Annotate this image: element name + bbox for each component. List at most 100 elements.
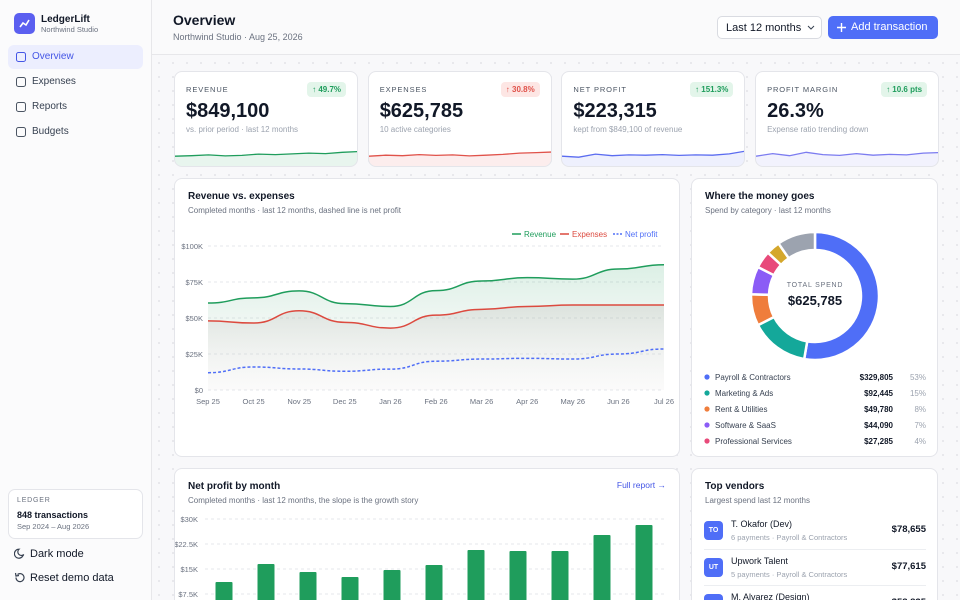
card-subtitle: Completed months · last 12 months, the s… bbox=[188, 496, 419, 505]
nav-item[interactable]: Overview bbox=[8, 45, 143, 69]
series-line bbox=[207, 263, 665, 308]
ledger-range: Sep 2024 – Aug 2026 bbox=[17, 522, 90, 531]
bar bbox=[383, 570, 401, 600]
bar bbox=[257, 564, 275, 600]
nav-icon bbox=[16, 77, 26, 87]
nav-item[interactable]: Reports bbox=[8, 95, 143, 119]
legend-label: Expenses bbox=[572, 230, 607, 239]
legend-name: Marketing & Ads bbox=[715, 389, 773, 398]
legend-dot bbox=[704, 390, 710, 396]
full-report-link[interactable]: Full report → bbox=[616, 480, 666, 490]
donut-chart: TOTAL SPEND $625,785 Payroll & Contractors… bbox=[704, 230, 926, 446]
x-tick-label: Apr 26 bbox=[516, 397, 538, 406]
vendor-amount: $78,655 bbox=[891, 524, 926, 535]
period-select[interactable]: Last 12 months bbox=[717, 16, 822, 39]
card-title: Revenue vs. expenses bbox=[188, 191, 295, 202]
spark-area bbox=[368, 152, 551, 166]
kpi-card: REVENUE ↑ 49.7% $849,100 vs. prior period ·… bbox=[174, 71, 358, 167]
nav-item[interactable]: Expenses bbox=[8, 70, 143, 94]
moon-icon bbox=[14, 548, 25, 559]
sparkline bbox=[562, 150, 745, 166]
vendor-row[interactable]: MA M. Alvarez (Design) $58,835 bbox=[704, 585, 926, 600]
legend-label: Net profit bbox=[625, 230, 658, 239]
ledger-label: LEDGER bbox=[17, 497, 51, 504]
dark-mode[interactable]: Dark mode bbox=[30, 548, 84, 560]
card-subtitle: Completed months · last 12 months, dashe… bbox=[188, 206, 401, 215]
kpi-note: Expense ratio trending down bbox=[767, 125, 869, 134]
card-title: Top vendors bbox=[705, 481, 765, 492]
vendor-avatar: UT bbox=[704, 558, 723, 577]
kpi-card: PROFIT MARGIN ↑ 10.6 pts 26.3% Expense rati… bbox=[755, 71, 940, 167]
x-tick-label: Jun 26 bbox=[607, 397, 630, 406]
kpi-label: PROFIT MARGIN bbox=[767, 85, 839, 94]
icon-shape bbox=[16, 127, 26, 137]
vendor-amount: $58,835 bbox=[892, 597, 926, 600]
spark-area bbox=[756, 152, 939, 166]
series-line bbox=[207, 348, 665, 374]
legend-value: $44,090 bbox=[864, 421, 893, 430]
nav-icon bbox=[16, 127, 26, 137]
donut-slice bbox=[802, 230, 881, 362]
x-tick-label: Dec 25 bbox=[333, 397, 357, 406]
y-tick-label: $0 bbox=[195, 386, 203, 395]
sparkline bbox=[368, 151, 551, 166]
add-transaction[interactable]: Add transaction bbox=[828, 16, 938, 39]
vendor-meta: 5 payments · Payroll & Contractors bbox=[731, 570, 848, 579]
legend-percent: 15% bbox=[910, 389, 926, 398]
nav-icon bbox=[16, 52, 26, 62]
spark-line bbox=[756, 151, 939, 157]
x-tick-label: May 26 bbox=[560, 397, 585, 406]
reset-icon bbox=[14, 572, 25, 583]
org: Northwind Studio bbox=[41, 25, 99, 34]
ledger-box: LEDGER 848 transactions Sep 2024 – Aug 2… bbox=[8, 489, 143, 539]
y-tick-label: $75K bbox=[185, 278, 203, 287]
chevron bbox=[807, 25, 815, 30]
plus-icon bbox=[837, 23, 846, 32]
bar bbox=[341, 577, 359, 600]
y-tick-label: $22.5K bbox=[175, 540, 198, 549]
x-tick-label: Feb 26 bbox=[424, 397, 447, 406]
kpi-delta: ↑ 49.7% bbox=[307, 82, 346, 97]
legend-value: $27,285 bbox=[864, 437, 893, 446]
y-tick-label: $25K bbox=[185, 350, 203, 359]
vendor-row[interactable]: TO T. Okafor (Dev) 6 payments · Payroll & … bbox=[704, 513, 926, 549]
vendor-name: T. Okafor (Dev) bbox=[731, 519, 793, 529]
legend-value: $92,445 bbox=[864, 389, 893, 398]
main: Overview Northwind Studio · Aug 25, 2026… bbox=[152, 0, 960, 600]
vendor-avatar: MA bbox=[704, 594, 723, 600]
icon-shape bbox=[16, 77, 26, 87]
legend-dot bbox=[704, 406, 710, 412]
reset-demo[interactable]: Reset demo data bbox=[30, 572, 114, 584]
legend-name: Rent & Utilities bbox=[715, 405, 767, 414]
profit-card: Net profit by month Completed months · l… bbox=[174, 468, 680, 600]
bar-chart: $7.5K $15K $22.5K $30K bbox=[175, 515, 667, 600]
y-tick-label: $7.5K bbox=[178, 590, 198, 599]
vendors-card: Top vendors Largest spend last 12 months… bbox=[691, 468, 938, 600]
spark-line bbox=[562, 150, 745, 158]
series-area bbox=[208, 305, 664, 390]
donut-slice bbox=[756, 315, 809, 361]
spark-line bbox=[175, 150, 357, 157]
legend-percent: 7% bbox=[914, 421, 926, 430]
legend-percent: 4% bbox=[914, 437, 926, 446]
vendor-row[interactable]: UT Upwork Talent 5 payments · Payroll & Co… bbox=[704, 549, 926, 585]
header: Overview Northwind Studio · Aug 25, 2026… bbox=[152, 0, 960, 55]
x-tick-label: Oct 25 bbox=[243, 397, 265, 406]
kpi-delta: ↑ 10.6 pts bbox=[881, 82, 928, 97]
ledger-count: 848 transactions bbox=[17, 510, 89, 520]
kpi-label: EXPENSES bbox=[379, 85, 428, 94]
sidebar: LedgerLift Northwind Studio Overview Expe… bbox=[0, 0, 152, 600]
nav-item[interactable]: Budgets bbox=[8, 120, 143, 144]
vendor-amount: $77,615 bbox=[891, 561, 926, 572]
kpi-card: NET PROFIT ↑ 151.3% $223,315 kept from $849… bbox=[561, 71, 746, 167]
card-title: Net profit by month bbox=[188, 481, 281, 492]
legend-dot bbox=[704, 422, 710, 428]
page-subtitle: Northwind Studio · Aug 25, 2026 bbox=[173, 32, 303, 42]
kpi-value: $625,785 bbox=[379, 100, 464, 122]
vendor-meta: 6 payments · Payroll & Contractors bbox=[731, 533, 848, 542]
vendor-name: M. Alvarez (Design) bbox=[731, 592, 810, 600]
center-label: TOTAL SPEND bbox=[787, 282, 844, 289]
spark-line bbox=[368, 151, 551, 157]
kpi-delta: ↑ 151.3% bbox=[690, 82, 734, 97]
